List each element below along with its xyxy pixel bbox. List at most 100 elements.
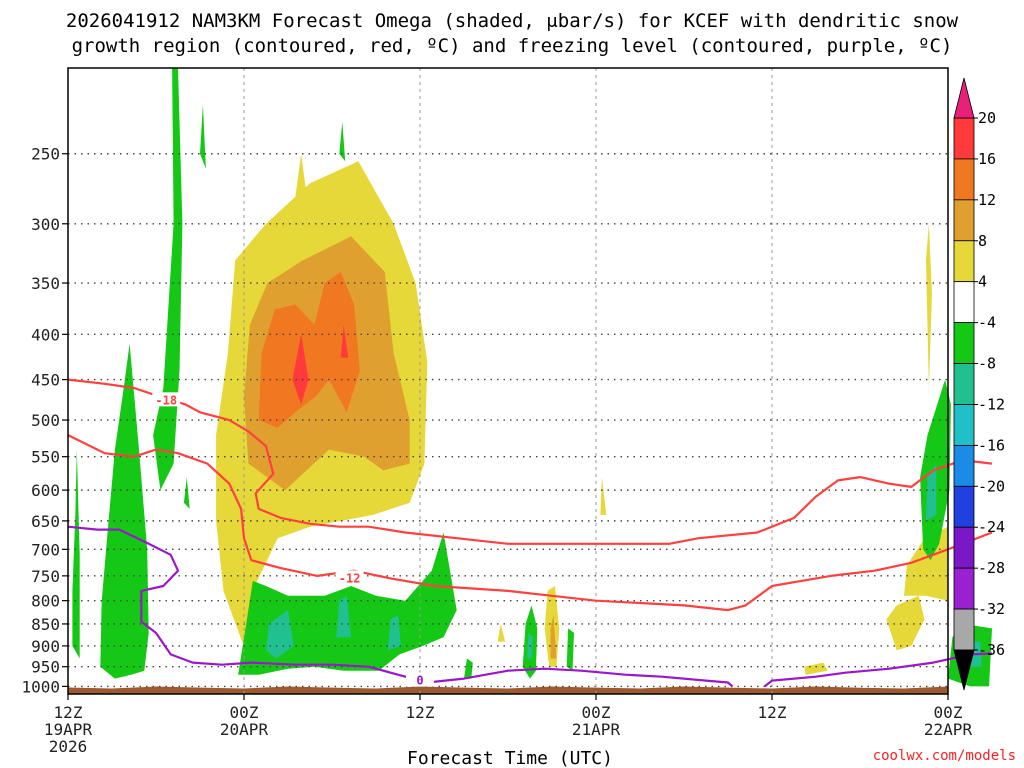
axes: 250 300 350 400 450 500 550 600 650 700 750 800 850 9…	[21, 67, 973, 756]
y-tick-label: 600	[31, 481, 60, 500]
colorbar-bin	[953, 322, 975, 364]
y-tick-label: 400	[31, 325, 60, 344]
credit-text: coolwx.com/models	[873, 748, 1016, 764]
x-tick-label: 00Z	[934, 703, 963, 722]
colorbar-bin	[953, 608, 975, 651]
colorbar-label: -4	[978, 314, 996, 332]
colorbar-bin	[953, 404, 975, 446]
colorbar-label: -20	[978, 477, 1005, 495]
omega-region	[387, 614, 401, 651]
omega-region	[464, 658, 473, 679]
colorbar-bin	[953, 281, 975, 324]
y-tick-label: 800	[31, 592, 60, 611]
colorbar-bin	[953, 158, 975, 201]
omega-region	[153, 68, 183, 491]
chart-title-line-1: 2026041912 NAM3KM Forecast Omega (shaded…	[66, 10, 959, 32]
colorbar: 20 16 12 8 4 -4 -8 -12 -16 -20 -24 -28 -32 -36	[953, 77, 1005, 691]
colorbar-bin	[953, 526, 975, 569]
omega-region	[295, 153, 309, 211]
omega-region	[100, 343, 149, 679]
colorbar-label: -12	[978, 395, 1005, 413]
x-tick-label: 00Z	[582, 703, 611, 722]
omega-shading	[72, 68, 992, 687]
x-tick-label: 12Z	[54, 703, 83, 722]
y-tick-label: 500	[31, 411, 60, 430]
y-tick-label: 900	[31, 637, 60, 656]
omega-region	[600, 477, 607, 515]
colorbar-label: -28	[978, 559, 1005, 577]
dgz-minus12-label-bg	[335, 570, 364, 585]
x-tick-label: 20APR	[220, 720, 269, 739]
colorbar-label: -8	[978, 355, 996, 373]
colorbar-label: 4	[978, 273, 987, 291]
dgz-minus18-label-bg	[152, 392, 181, 407]
omega-region	[340, 324, 349, 358]
colorbar-over-arrow	[953, 77, 975, 119]
dgz-minus18-label: -18	[155, 393, 177, 407]
colorbar-bin	[953, 240, 975, 283]
y-tick-label: 700	[31, 540, 60, 559]
x-tick-label: 19APR	[44, 720, 93, 739]
omega-region	[566, 628, 574, 671]
omega-region	[804, 662, 828, 675]
colorbar-label: -16	[978, 436, 1005, 454]
contour-lines: -18 -12 0	[67, 378, 993, 688]
x-tick-label: 12Z	[758, 703, 787, 722]
colorbar-bin	[953, 485, 975, 528]
y-tick-label: 750	[31, 567, 60, 586]
omega-region	[266, 610, 294, 659]
omega-region	[258, 271, 360, 428]
freezing-level-label: 0	[416, 674, 423, 688]
dgz-minus12-contour	[67, 434, 993, 612]
y-tick-label: 300	[31, 215, 60, 234]
colorbar-label: -24	[978, 518, 1005, 536]
colorbar-label: -32	[978, 600, 1005, 618]
colorbar-label: 12	[978, 191, 996, 209]
omega-region	[550, 614, 557, 659]
y-tick-label: 850	[31, 615, 60, 634]
colorbar-bin	[953, 363, 975, 405]
colorbar-label: 20	[978, 109, 996, 127]
x-axis-label: Forecast Time (UTC)	[407, 748, 613, 768]
x-tick-label: 22APR	[924, 720, 973, 739]
chart-title-line-2: growth region (contoured, red, ºC) and f…	[72, 35, 953, 57]
x-tick-label: 00Z	[230, 703, 259, 722]
x-tick-label: 2026	[49, 737, 88, 756]
colorbar-bin	[953, 567, 975, 610]
colorbar-bin	[953, 117, 975, 160]
omega-region	[292, 334, 309, 405]
omega-region	[339, 121, 346, 162]
omega-region	[336, 595, 352, 638]
omega-region	[72, 449, 80, 659]
dgz-minus12-label: -12	[339, 571, 361, 585]
colorbar-label: -36	[978, 641, 1005, 659]
colorbar-label: 16	[978, 150, 996, 168]
y-tick-label: 1000	[21, 677, 60, 696]
x-tick-label: 21APR	[572, 720, 621, 739]
plot-frame	[67, 67, 949, 695]
y-tick-label: 950	[31, 658, 60, 677]
terrain-fill	[68, 686, 948, 694]
y-tick-label: 450	[31, 371, 60, 390]
freezing-level-contour	[67, 525, 734, 688]
colorbar-bin	[953, 444, 975, 487]
dgz-minus18-contour	[67, 378, 993, 545]
y-tick-label: 250	[31, 145, 60, 164]
freezing-level-label-bg	[406, 672, 434, 687]
y-tick-label: 650	[31, 512, 60, 531]
grid-lines	[68, 68, 948, 694]
omega-region	[926, 223, 932, 388]
colorbar-bin	[953, 199, 975, 242]
omega-region	[200, 104, 206, 169]
colorbar-under-arrow	[953, 649, 975, 691]
omega-region	[886, 595, 925, 651]
omega-region	[183, 477, 190, 509]
y-tick-label: 350	[31, 274, 60, 293]
x-tick-label: 12Z	[406, 703, 435, 722]
y-tick-label: 550	[31, 448, 60, 467]
terrain-strip	[68, 686, 948, 694]
omega-region	[926, 463, 937, 521]
omega-region	[497, 623, 506, 642]
colorbar-label: 8	[978, 232, 987, 250]
